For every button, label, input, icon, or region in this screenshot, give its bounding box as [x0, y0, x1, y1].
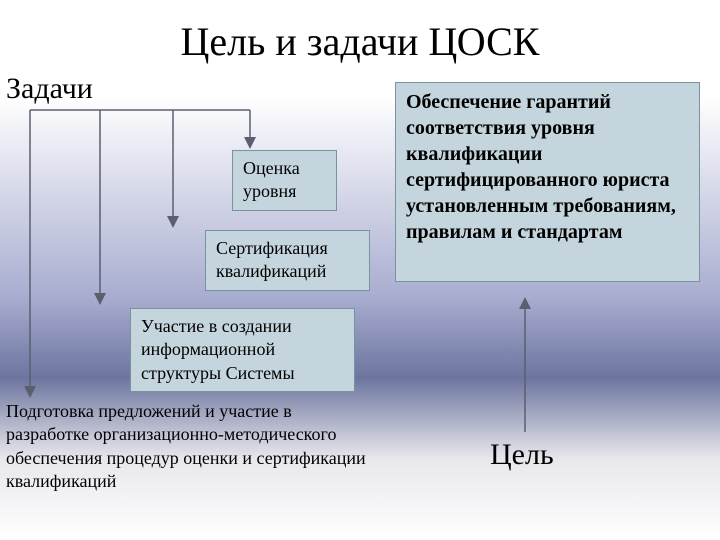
tasks-heading: Задачи: [6, 72, 93, 106]
box-certification: Сертификация квалификаций: [205, 230, 370, 291]
box-assessment: Оценка уровня: [232, 150, 337, 211]
box-participation: Участие в создании информационной структ…: [130, 308, 355, 392]
box-guarantee: Обеспечение гарантий соответствия уровня…: [395, 82, 700, 282]
text-proposals: Подготовка предложений и участие в разра…: [6, 400, 376, 494]
page-title: Цель и задачи ЦОСК: [0, 18, 720, 65]
goal-heading: Цель: [490, 438, 554, 472]
